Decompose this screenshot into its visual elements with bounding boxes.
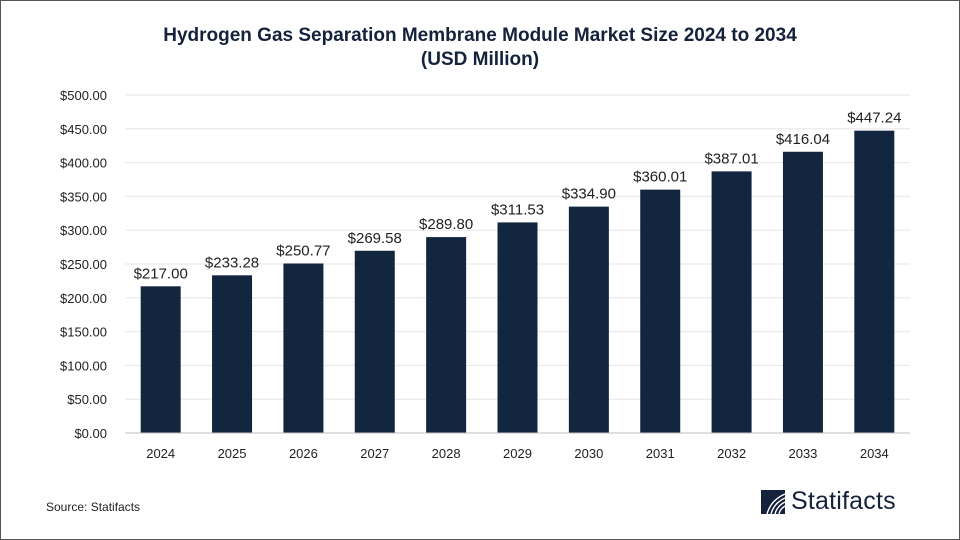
- bar-2033: [782, 151, 823, 433]
- logo-text: Statifacts: [791, 487, 896, 515]
- data-label: $250.77: [276, 242, 330, 259]
- statifacts-logo: Statifacts: [761, 487, 896, 516]
- bar-2027: [354, 250, 395, 433]
- y-tick-label: $50.00: [67, 392, 107, 407]
- x-tick-label: 2033: [788, 446, 817, 461]
- data-label: $334.90: [562, 186, 616, 203]
- data-label: $289.80: [419, 216, 473, 233]
- source-note: Source: Statifacts: [46, 500, 141, 514]
- bar-2028: [426, 237, 467, 433]
- y-tick-label: $0.00: [74, 426, 107, 441]
- bar-2025: [212, 275, 253, 433]
- x-tick-label: 2027: [360, 446, 389, 461]
- data-label: $311.53: [491, 201, 544, 218]
- x-tick-label: 2034: [860, 446, 889, 461]
- bar-2034: [854, 130, 895, 433]
- x-tick-label: 2025: [218, 446, 247, 461]
- data-label: $416.04: [776, 131, 830, 148]
- logo-mark-icon: [761, 489, 785, 514]
- x-tick-label: 2030: [574, 446, 603, 461]
- bar-2024: [140, 286, 181, 433]
- bar-2030: [568, 206, 609, 433]
- y-tick-label: $150.00: [60, 325, 107, 340]
- title-line-2: (USD Million): [420, 49, 540, 70]
- x-tick-label: 2029: [503, 446, 532, 461]
- y-tick-label: $400.00: [60, 156, 107, 171]
- y-tick-label: $350.00: [60, 189, 107, 204]
- bar-2026: [283, 263, 324, 433]
- y-tick-label: $200.00: [60, 291, 107, 306]
- bar-2029: [497, 222, 538, 433]
- x-tick-label: 2028: [432, 446, 461, 461]
- title-line-1: Hydrogen Gas Separation Membrane Module …: [163, 25, 797, 46]
- data-label: $387.01: [704, 150, 758, 167]
- data-label: $233.28: [205, 254, 259, 271]
- x-tick-label: 2026: [289, 446, 318, 461]
- data-label: $360.01: [633, 169, 687, 186]
- data-label: $217.00: [134, 265, 188, 282]
- data-label: $269.58: [348, 230, 402, 247]
- x-tick-label: 2024: [146, 446, 175, 461]
- chart-title: Hydrogen Gas Separation Membrane Module …: [0, 24, 960, 72]
- bar-2032: [711, 171, 752, 434]
- x-tick-label: 2032: [717, 446, 746, 461]
- y-tick-label: $300.00: [60, 223, 107, 238]
- x-tick-label: 2031: [646, 446, 675, 461]
- y-tick-label: $250.00: [60, 257, 107, 272]
- y-tick-label: $500.00: [60, 88, 107, 103]
- y-tick-label: $450.00: [60, 122, 107, 137]
- data-label: $447.24: [847, 110, 901, 127]
- bar-2031: [640, 189, 681, 433]
- y-tick-label: $100.00: [60, 358, 107, 373]
